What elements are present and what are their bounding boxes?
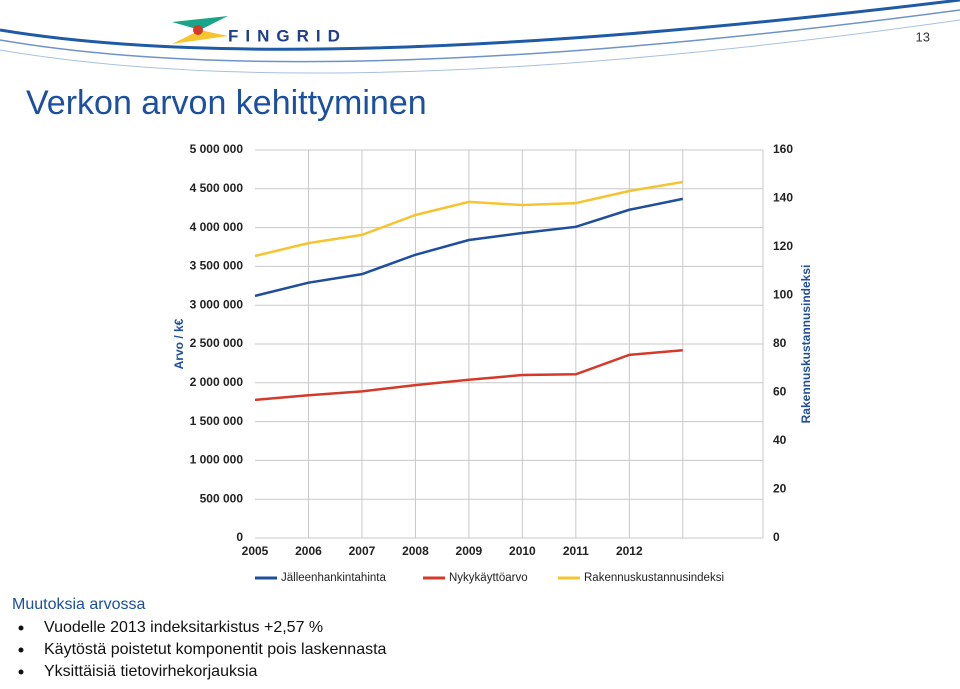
- y-axis-label: Arvo / k€: [172, 318, 186, 369]
- series-line: [254, 348, 683, 402]
- legend-label: Nykykäyttöarvo: [449, 572, 528, 584]
- x-tick-label: 2011: [563, 544, 589, 558]
- y2-tick-label: 0: [773, 530, 780, 544]
- y-tick-label: 3 500 000: [190, 259, 244, 273]
- x-tick-label: 2007: [349, 544, 376, 558]
- y2-tick-label: 120: [773, 239, 793, 253]
- y-tick-label: 5 000 000: [190, 142, 244, 156]
- swoosh: [0, 0, 960, 51]
- y2-tick-label: 160: [773, 142, 793, 156]
- y2-axis-label: Rakennuskustannusindeksi: [799, 265, 813, 424]
- bullet-text: Käytöstä poistetut komponentit pois lask…: [44, 641, 387, 658]
- y2-tick-label: 40: [773, 433, 787, 447]
- x-tick-label: 2009: [456, 544, 483, 558]
- y2-tick-label: 20: [773, 482, 787, 496]
- bullet-dot: [18, 625, 24, 631]
- logo-dot: [193, 25, 203, 35]
- y-tick-label: 4 000 000: [190, 220, 244, 234]
- series-line: [254, 197, 684, 298]
- x-tick-label: 2008: [402, 544, 429, 558]
- page-number: 13: [916, 29, 930, 44]
- bullet-text: Vuodelle 2013 indeksitarkistus +2,57 %: [44, 619, 323, 636]
- y-tick-label: 2 000 000: [190, 375, 244, 389]
- bullet-text: Yksittäisiä tietovirhekorjauksia: [44, 663, 258, 680]
- x-tick-label: 2010: [509, 544, 536, 558]
- logo-shape: [172, 16, 228, 30]
- swoosh: [0, 9, 960, 63]
- y2-tick-label: 140: [773, 191, 793, 205]
- y-tick-label: 1 500 000: [190, 414, 244, 428]
- swoosh: [0, 19, 960, 74]
- series-line: [254, 180, 683, 258]
- bullet-dot: [18, 647, 24, 653]
- x-tick-label: 2006: [295, 544, 322, 558]
- x-tick-label: 2005: [242, 544, 269, 558]
- y2-tick-label: 60: [773, 385, 787, 399]
- logo-text: FINGRID: [228, 26, 347, 45]
- logo-mark: [172, 16, 228, 44]
- slide-title: Verkon arvon kehittyminen: [26, 84, 427, 122]
- bullets: Vuodelle 2013 indeksitarkistus +2,57 % Kä…: [18, 619, 387, 680]
- legend-label: Jälleenhankintahinta: [281, 572, 386, 584]
- y2-tick-label: 100: [773, 288, 793, 302]
- y-tick-label: 3 000 000: [190, 297, 244, 311]
- legend-label: Rakennuskustannusindeksi: [584, 572, 724, 584]
- y-tick-label: 2 500 000: [190, 336, 244, 350]
- y-tick-label: 1 000 000: [190, 453, 244, 467]
- bullet-dot: [18, 669, 24, 675]
- x-tick-label: 2012: [616, 544, 643, 558]
- y-tick-label: 4 500 000: [190, 181, 244, 195]
- header-swooshes: [0, 0, 960, 74]
- logo-shape: [172, 30, 228, 44]
- y2-tick-label: 80: [773, 336, 787, 350]
- y-tick-label: 0: [236, 530, 243, 544]
- chart: 0 500 000 1 000 000 1 500 000 2 000 000 2 500…: [172, 142, 813, 584]
- subheading: Muutoksia arvossa: [12, 596, 145, 613]
- y-tick-label: 500 000: [200, 491, 244, 505]
